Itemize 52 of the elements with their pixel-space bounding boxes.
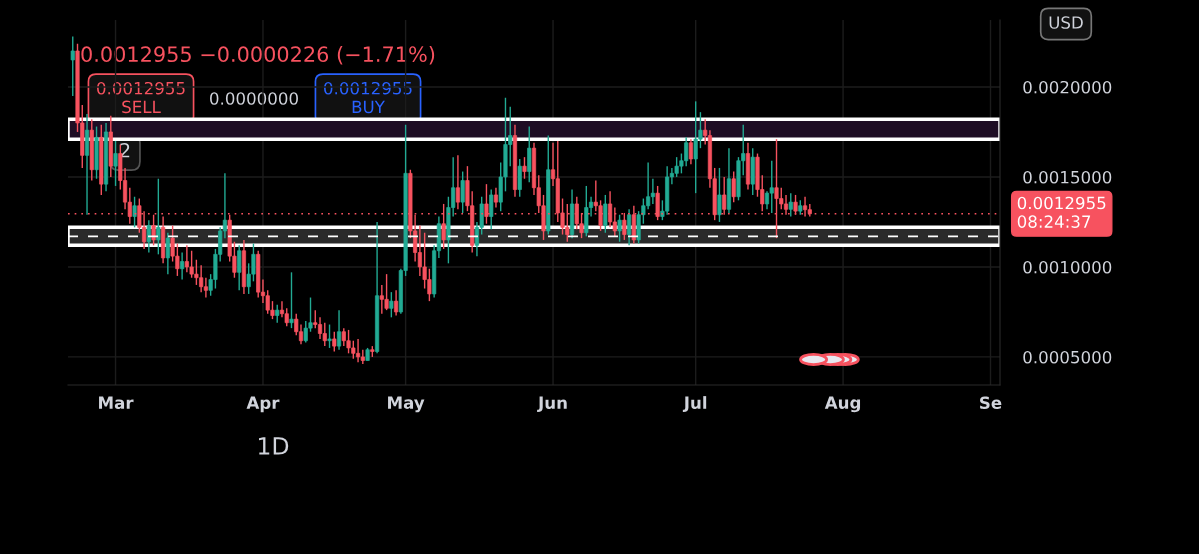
candlestick [650,178,655,205]
candlestick [688,138,693,166]
candlestick [332,331,337,353]
candlestick [460,170,465,214]
candlestick [146,219,151,254]
candlestick [156,178,161,256]
candlestick [489,188,494,230]
candlestick [132,196,137,229]
candlestick [151,214,156,247]
y-tick-label: 0.0020000 [1023,80,1112,94]
candlestick [327,323,332,349]
candlestick [493,187,499,209]
candlestick [603,194,608,234]
candlestick [237,244,242,292]
candlestick [289,271,294,329]
x-tick-label: Aug [824,396,861,413]
candlestick [527,125,532,184]
candlestick [394,289,399,317]
candlestick [627,208,632,247]
candlestick [731,170,736,203]
candlestick [617,214,622,243]
x-tick-label: Se [980,396,1002,410]
x-tick-label: May [388,396,425,413]
candlestick [70,35,75,97]
annotation: 0.0012955 BUY [324,81,412,114]
annotation: 0.0012955 SELL [97,81,185,114]
candlestick [165,232,170,275]
candlestick [455,154,460,211]
candlestick [113,140,118,187]
text: USD [1049,16,1083,29]
y-tick-label: 0.0010000 [1023,260,1112,274]
candlestick [317,316,323,340]
candlestick [180,251,185,281]
candlestick [279,300,285,319]
candlestick [517,158,522,198]
candlestick [788,192,793,218]
annotation: 0.0012955 −0.0000226 (−1.71%) [81,45,435,65]
x-tick-label: Apr [246,396,280,413]
x-tick-label: Jun [537,396,567,413]
candlestick [769,160,774,214]
x-tick-label: Jul [682,396,707,413]
y-tick-label: 0.0015000 [1023,170,1112,184]
candlestick [717,167,722,223]
annotation: 0.0000000 [210,92,298,105]
candlestick [522,156,527,180]
candlestick [389,291,394,319]
ref-line-label: 0.0012955 08:24:37 [1017,196,1106,228]
candlestick [203,277,208,299]
x-tick-label: Mar [99,396,134,410]
text: 1D [258,437,289,455]
candlestick [336,309,342,351]
y-tick-label: 0.0005000 [1023,350,1112,364]
